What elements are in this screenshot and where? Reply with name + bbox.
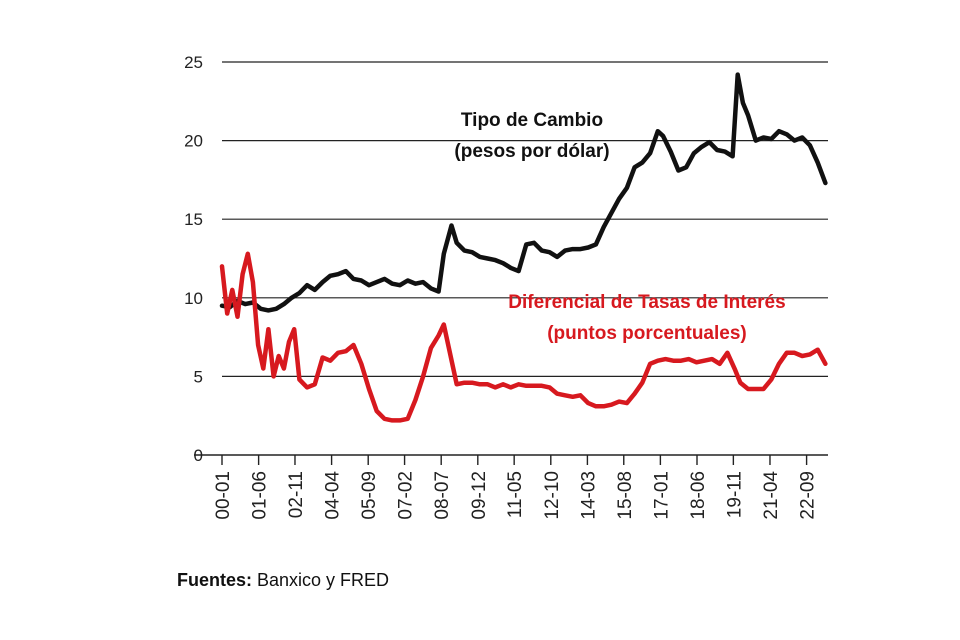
x-tick-label: 18-06: [688, 471, 709, 520]
source-text: Banxico y FRED: [252, 570, 390, 590]
rate-diff-label-line-1: Diferencial de Tasas de Interés: [508, 292, 785, 313]
x-tick-label: 15-08: [615, 471, 636, 520]
x-tick-label: 11-05: [505, 471, 526, 518]
fx-label-line-1: Tipo de Cambio: [461, 110, 603, 131]
x-tick-label: 09-12: [469, 471, 490, 520]
x-tick-label: 01-06: [250, 471, 271, 520]
x-tick-label: 12-10: [542, 471, 563, 520]
x-axis-ticks: 00-01 01-06 02-11 04-04 05-09 07-02 08-07 09-12…: [213, 455, 819, 520]
y-axis-ticks: 0 5 10 15 20 25: [184, 53, 203, 465]
fx-label-line-2: (pesos por dólar): [454, 141, 609, 162]
x-tick-label: 19-11: [724, 471, 745, 518]
source-label: Fuentes:: [177, 570, 253, 590]
x-tick-label: 00-01: [213, 471, 234, 520]
x-tick-label: 22-09: [798, 471, 819, 520]
rate-differential-line: [219, 251, 828, 423]
x-tick-label: 14-03: [578, 471, 599, 520]
y-tick-label: 10: [184, 289, 203, 308]
series-lines: [219, 72, 828, 423]
exchange-rate-vs-rate-differential-chart: 0 5 10 15 20 25 00-01 01-06 02-11 04-04 05-09 07-0…: [184, 53, 828, 520]
x-tick-label: 05-09: [359, 471, 380, 520]
x-tick-label: 21-04: [761, 471, 782, 520]
x-tick-label: 02-11: [286, 471, 307, 518]
y-tick-label: 0: [194, 446, 203, 465]
y-tick-label: 15: [184, 210, 203, 229]
y-tick-label: 25: [184, 53, 203, 72]
x-tick-label: 07-02: [396, 471, 417, 520]
x-tick-label: 04-04: [323, 471, 344, 520]
rate-diff-label-line-2: (puntos porcentuales): [547, 323, 747, 344]
exchange-rate-line: [219, 72, 828, 313]
x-tick-label: 17-01: [651, 471, 672, 520]
y-tick-label: 20: [184, 132, 203, 151]
x-tick-label: 08-07: [432, 471, 453, 520]
y-tick-label: 5: [194, 367, 203, 386]
source-note: Fuentes: Banxico y FRED: [177, 570, 389, 591]
gridlines: [194, 61, 828, 456]
